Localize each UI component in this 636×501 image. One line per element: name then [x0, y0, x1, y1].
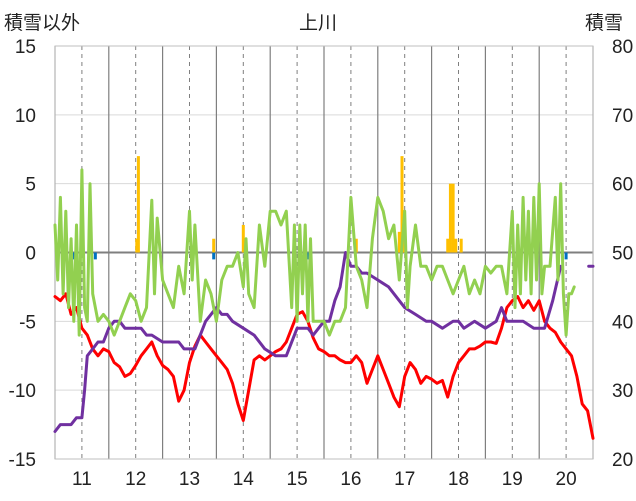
x-tick-label: 18: [448, 469, 469, 490]
y-tick-label-left: 10: [15, 106, 36, 127]
y-tick-label-right: 60: [612, 175, 633, 196]
bar: [136, 156, 140, 253]
bar: [241, 224, 245, 253]
y-tick-label-right: 70: [612, 106, 633, 127]
y-tick-label-right: 50: [612, 244, 633, 265]
bar: [212, 252, 216, 260]
y-tick-label-right: 40: [612, 312, 633, 333]
bar: [306, 252, 310, 260]
series-line-red: [53, 292, 595, 440]
y-tick-label-right: 20: [612, 450, 633, 471]
x-tick-label: 15: [287, 469, 308, 490]
y-tick-label-right: 30: [612, 381, 633, 402]
y-tick-label-left: -15: [9, 450, 36, 471]
bar: [459, 238, 463, 253]
x-tick-label: 16: [340, 469, 361, 490]
y-tick-label-left: -10: [9, 381, 36, 402]
y-axis-label-left: 積雪以外: [4, 13, 81, 34]
bar: [564, 252, 568, 260]
bar: [354, 238, 358, 253]
bar: [93, 252, 97, 260]
x-tick-label: 13: [179, 469, 200, 490]
x-tick-label: 19: [502, 469, 523, 490]
x-tick-label: 17: [394, 469, 415, 490]
series-line-green: [53, 168, 576, 337]
bar: [451, 183, 455, 253]
y-tick-label-left: 5: [25, 175, 36, 196]
bar: [446, 238, 450, 253]
chart-title: 上川: [299, 13, 338, 34]
bar: [448, 183, 452, 253]
y-tick-label-left: -5: [19, 312, 36, 333]
bar: [72, 252, 76, 260]
y-tick-label-left: 0: [25, 244, 36, 265]
y-tick-label-right: 80: [612, 37, 633, 58]
y-axis-label-right: 積雪: [585, 13, 624, 34]
y-tick-label-left: 15: [15, 37, 36, 58]
x-tick-label: 11: [72, 469, 92, 490]
bar: [135, 238, 139, 253]
bar: [400, 156, 404, 253]
x-tick-label: 14: [233, 469, 255, 490]
bar: [454, 238, 458, 253]
bar: [212, 238, 216, 253]
bar: [397, 231, 401, 253]
x-tick-label: 20: [556, 469, 577, 490]
x-tick-label: 12: [125, 469, 146, 490]
